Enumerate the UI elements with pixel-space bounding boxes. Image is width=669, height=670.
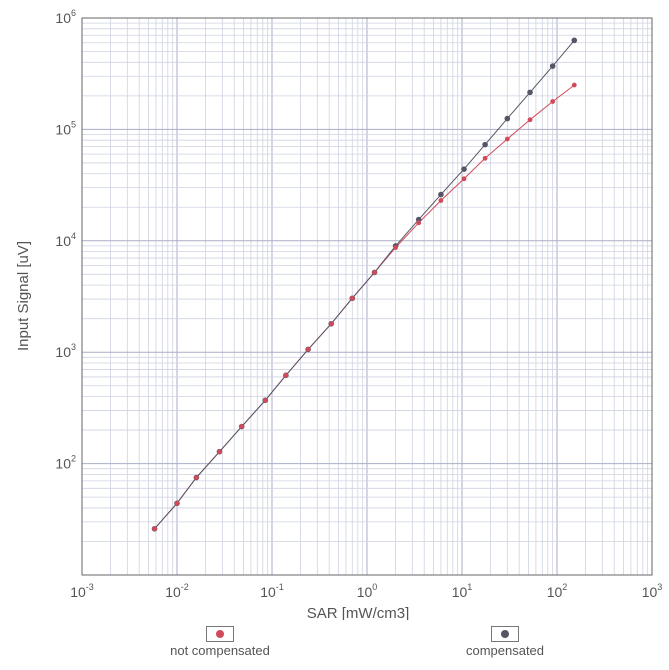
data-point-not-compensated bbox=[174, 500, 180, 506]
data-point-compensated bbox=[504, 115, 511, 122]
data-point-not-compensated bbox=[328, 321, 334, 327]
x-tick-labels: 10-3 10-2 10-1 100 101 102 103 bbox=[70, 582, 662, 600]
data-point-not-compensated bbox=[372, 270, 377, 275]
data-point-not-compensated bbox=[550, 99, 556, 104]
legend-label-compensated: compensated bbox=[465, 643, 545, 658]
x-tick-label: 101 bbox=[452, 582, 473, 600]
x-tick-label: 103 bbox=[642, 582, 663, 600]
data-point-not-compensated bbox=[504, 136, 510, 142]
x-tick-label: 10-3 bbox=[70, 582, 94, 600]
legend-label-not-compensated: not compensated bbox=[170, 643, 270, 658]
data-point-not-compensated bbox=[393, 245, 398, 250]
y-axis-label: Input Signal [uV] bbox=[15, 241, 32, 351]
data-point-not-compensated bbox=[438, 198, 444, 203]
data-point-not-compensated bbox=[283, 372, 289, 378]
data-point-not-compensated bbox=[262, 397, 268, 403]
data-point-not-compensated bbox=[527, 117, 533, 123]
x-tick-label: 100 bbox=[357, 582, 378, 600]
data-point-not-compensated bbox=[461, 176, 467, 182]
y-tick-labels: 102 103 104 105 106 bbox=[55, 8, 76, 472]
series-points bbox=[151, 37, 578, 532]
data-point-not-compensated bbox=[482, 155, 488, 161]
x-tick-label: 10-2 bbox=[165, 582, 189, 600]
x-axis-label: SAR [mW/cm3] bbox=[307, 605, 410, 620]
y-tick-label: 104 bbox=[55, 231, 76, 249]
chart: 10-3 10-2 10-1 100 101 102 103 102 103 104 105 106… bbox=[15, 8, 662, 620]
data-point-not-compensated bbox=[217, 449, 222, 455]
data-point-not-compensated bbox=[193, 475, 199, 480]
legend-not-compensated: not compensated bbox=[150, 626, 290, 658]
data-point-compensated bbox=[527, 89, 533, 96]
y-tick-label: 103 bbox=[55, 342, 76, 360]
data-point-not-compensated bbox=[349, 295, 355, 301]
legend-marker-not-compensated bbox=[216, 630, 224, 638]
legend-compensated: compensated bbox=[440, 626, 570, 658]
x-tick-label: 10-1 bbox=[260, 582, 284, 600]
plot-frame bbox=[81, 17, 653, 576]
legend-swatch-not-compensated bbox=[206, 626, 234, 642]
y-tick-label: 106 bbox=[55, 8, 76, 26]
y-tick-label: 105 bbox=[55, 119, 76, 137]
data-point-not-compensated bbox=[305, 346, 311, 352]
data-point-compensated bbox=[549, 63, 556, 69]
series-line-not-compensated bbox=[154, 84, 575, 530]
series-line-compensated bbox=[154, 40, 575, 530]
data-point-not-compensated bbox=[239, 424, 245, 429]
grid bbox=[81, 18, 652, 576]
data-point-compensated bbox=[461, 166, 467, 172]
legend-swatch-compensated bbox=[491, 626, 519, 642]
series-lines bbox=[154, 40, 575, 530]
data-point-not-compensated bbox=[416, 220, 422, 226]
data-point-compensated bbox=[438, 191, 444, 198]
data-point-not-compensated bbox=[571, 82, 577, 88]
data-point-not-compensated bbox=[152, 526, 157, 532]
y-tick-label: 102 bbox=[55, 454, 76, 472]
legend-marker-compensated bbox=[501, 630, 509, 638]
data-point-compensated bbox=[571, 37, 578, 44]
x-tick-label: 102 bbox=[547, 582, 568, 600]
data-point-compensated bbox=[482, 141, 488, 148]
